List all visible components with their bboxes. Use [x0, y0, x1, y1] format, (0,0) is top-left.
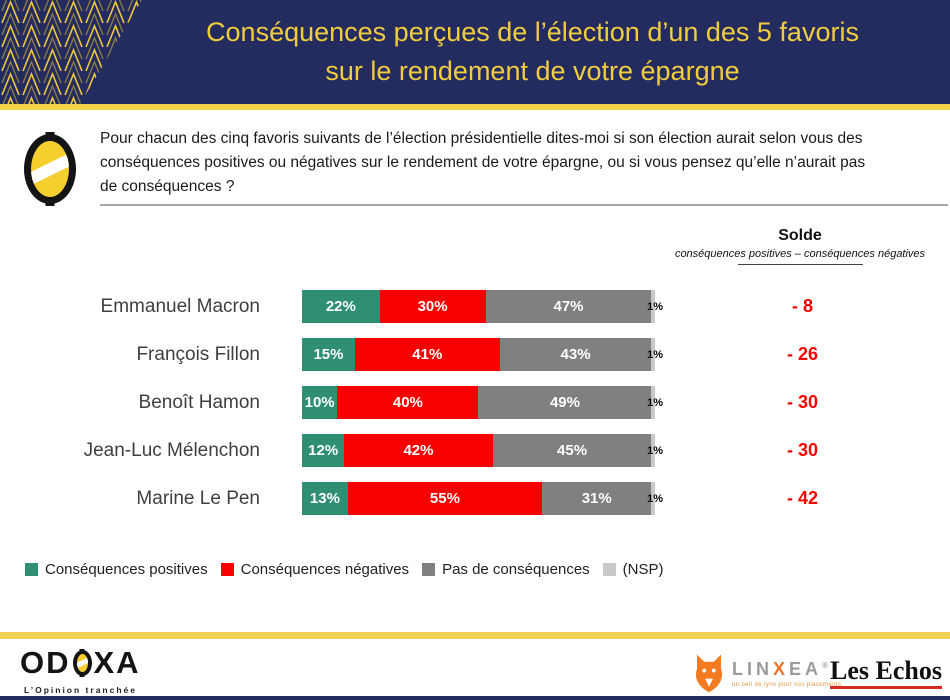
legend-swatch-icon	[422, 563, 436, 576]
legend-label: (NSP)	[622, 561, 664, 578]
legend-label: Pas de conséquences	[442, 561, 590, 578]
chart-row: Emmanuel Macron 22% 30% 47% 1% - 8	[0, 290, 950, 323]
legend-item: Pas de conséquences	[422, 561, 590, 578]
coin-shape	[24, 134, 76, 204]
footer-accent-band	[0, 632, 950, 639]
legend-label: Conséquences négatives	[240, 561, 410, 578]
candidate-label: Benoît Hamon	[138, 392, 260, 413]
linxea-reg-mark: ®	[822, 660, 832, 670]
linxea-part2: EA	[789, 658, 823, 679]
chart-row: Marine Le Pen 13% 55% 31% 1% - 42	[0, 482, 950, 515]
nsp-value-label: 1%	[647, 348, 663, 361]
solde-value: - 30	[786, 392, 819, 412]
nsp-value-label: 1%	[647, 300, 663, 313]
page-title: Conséquences perçues de l’élection d’un …	[115, 0, 950, 104]
legend-item: Conséquences négatives	[220, 561, 410, 578]
stacked-bar: 13% 55% 31% 1%	[302, 482, 663, 515]
lesechos-logo: Les Echos	[830, 657, 942, 689]
legend-item: Conséquences positives	[25, 561, 208, 578]
candidate-label: Emmanuel Macron	[100, 296, 260, 317]
bar-segment-positive: 22%	[302, 290, 380, 323]
nsp-value-label: 1%	[647, 396, 663, 409]
page-title-line1: Conséquences perçues de l’élection d’un …	[206, 17, 859, 47]
bar-segment-negative: 55%	[347, 482, 543, 515]
bar-segment-nsp	[651, 482, 655, 515]
coin-shape	[72, 650, 92, 676]
chart-row: François Fillon 15% 41% 43% 1% - 26	[0, 338, 950, 371]
solde-title: Solde	[778, 227, 822, 244]
chart-legend: Conséquences positives Conséquences négat…	[25, 561, 664, 578]
bottom-border	[0, 696, 950, 700]
solde-header: Solde conséquences positives – conséquen…	[650, 227, 950, 265]
bar-segment-negative: 42%	[344, 434, 493, 467]
bar-segment-negative: 30%	[379, 290, 486, 323]
legend-swatch-icon	[220, 563, 234, 576]
stacked-bar: 12% 42% 45% 1%	[302, 434, 663, 467]
bar-segment-neutral: 43%	[499, 338, 652, 371]
odoxa-logo-text: OD XA	[20, 645, 141, 681]
solde-value: - 42	[786, 488, 819, 508]
solde-value: - 26	[786, 344, 819, 364]
bar-segment-neutral: 47%	[485, 290, 652, 323]
bar-segment-negative: 41%	[354, 338, 500, 371]
candidate-label: François Fillon	[136, 344, 260, 365]
odoxa-coin-icon	[24, 134, 76, 204]
solde-subtitle: conséquences positives – conséquences né…	[674, 248, 926, 260]
linxea-logo: LINXEA® un oeil de lynx pour vos placeme…	[693, 653, 841, 693]
linxea-x: X	[773, 658, 790, 679]
bar-segment-nsp	[651, 434, 655, 467]
question-divider	[100, 204, 948, 206]
odoxa-text-left: OD	[20, 645, 71, 680]
candidate-label: Jean-Luc Mélenchon	[83, 440, 260, 461]
stacked-bar: 10% 40% 49% 1%	[302, 386, 663, 419]
coin-stripe	[31, 151, 69, 187]
header-banner: Conséquences perçues de l’élection d’un …	[0, 0, 950, 104]
question-text: Pour chacun des cinq favoris suivants de…	[100, 130, 866, 195]
lynx-icon	[695, 654, 723, 693]
bar-segment-nsp	[651, 386, 655, 419]
linxea-logo-text: LINXEA® un oeil de lynx pour vos placeme…	[732, 659, 841, 688]
legend-swatch-icon	[602, 563, 616, 576]
odoxa-tagline: L’Opinion tranchée	[24, 685, 137, 695]
bar-segment-positive: 12%	[302, 434, 345, 467]
odoxa-coin-icon	[72, 650, 92, 676]
coin-stripe	[76, 657, 88, 669]
nsp-value-label: 1%	[647, 444, 663, 457]
stacked-bar: 15% 41% 43% 1%	[302, 338, 663, 371]
legend-item: (NSP)	[602, 561, 664, 578]
solde-value: - 30	[786, 440, 819, 460]
linxea-name: LINXEA®	[732, 659, 841, 680]
bar-segment-neutral: 45%	[492, 434, 652, 467]
bar-segment-positive: 15%	[302, 338, 355, 371]
stacked-bar: 22% 30% 47% 1%	[302, 290, 663, 323]
chart-row: Benoît Hamon 10% 40% 49% 1% - 30	[0, 386, 950, 419]
bar-segment-neutral: 31%	[542, 482, 652, 515]
odoxa-text-right: XA	[93, 645, 141, 680]
legend-swatch-icon	[25, 563, 38, 576]
nsp-value-label: 1%	[647, 492, 663, 505]
bar-segment-nsp	[651, 338, 655, 371]
bar-segment-negative: 40%	[337, 386, 479, 419]
chart-rows: Emmanuel Macron 22% 30% 47% 1% - 8 François Fi…	[0, 290, 950, 530]
solde-underline	[737, 264, 863, 265]
bar-segment-positive: 13%	[302, 482, 348, 515]
header-accent-line	[0, 104, 950, 110]
candidate-label: Marine Le Pen	[136, 488, 260, 509]
odoxa-logo: OD XA L’Opinion tranchée	[20, 645, 141, 695]
bar-segment-neutral: 49%	[478, 386, 652, 419]
page-title-line2: sur le rendement de votre épargne	[325, 56, 740, 86]
solde-value: - 8	[791, 296, 813, 316]
linxea-tagline: un oeil de lynx pour vos placements	[732, 681, 842, 688]
bar-segment-positive: 10%	[302, 386, 338, 419]
chevron-pattern-decoration	[0, 0, 142, 104]
legend-label: Conséquences positives	[45, 561, 208, 578]
linxea-part1: LIN	[732, 658, 773, 679]
chart-row: Jean-Luc Mélenchon 12% 42% 45% 1% - 30	[0, 434, 950, 467]
bar-segment-nsp	[651, 290, 655, 323]
